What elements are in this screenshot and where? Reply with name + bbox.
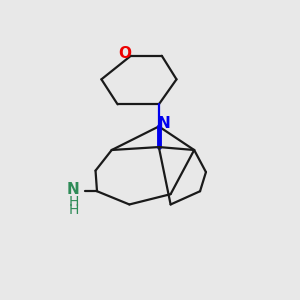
Text: N: N (67, 182, 80, 197)
Text: N: N (158, 116, 170, 131)
Text: H: H (68, 194, 79, 208)
Text: H: H (68, 203, 79, 218)
Text: O: O (118, 46, 131, 61)
